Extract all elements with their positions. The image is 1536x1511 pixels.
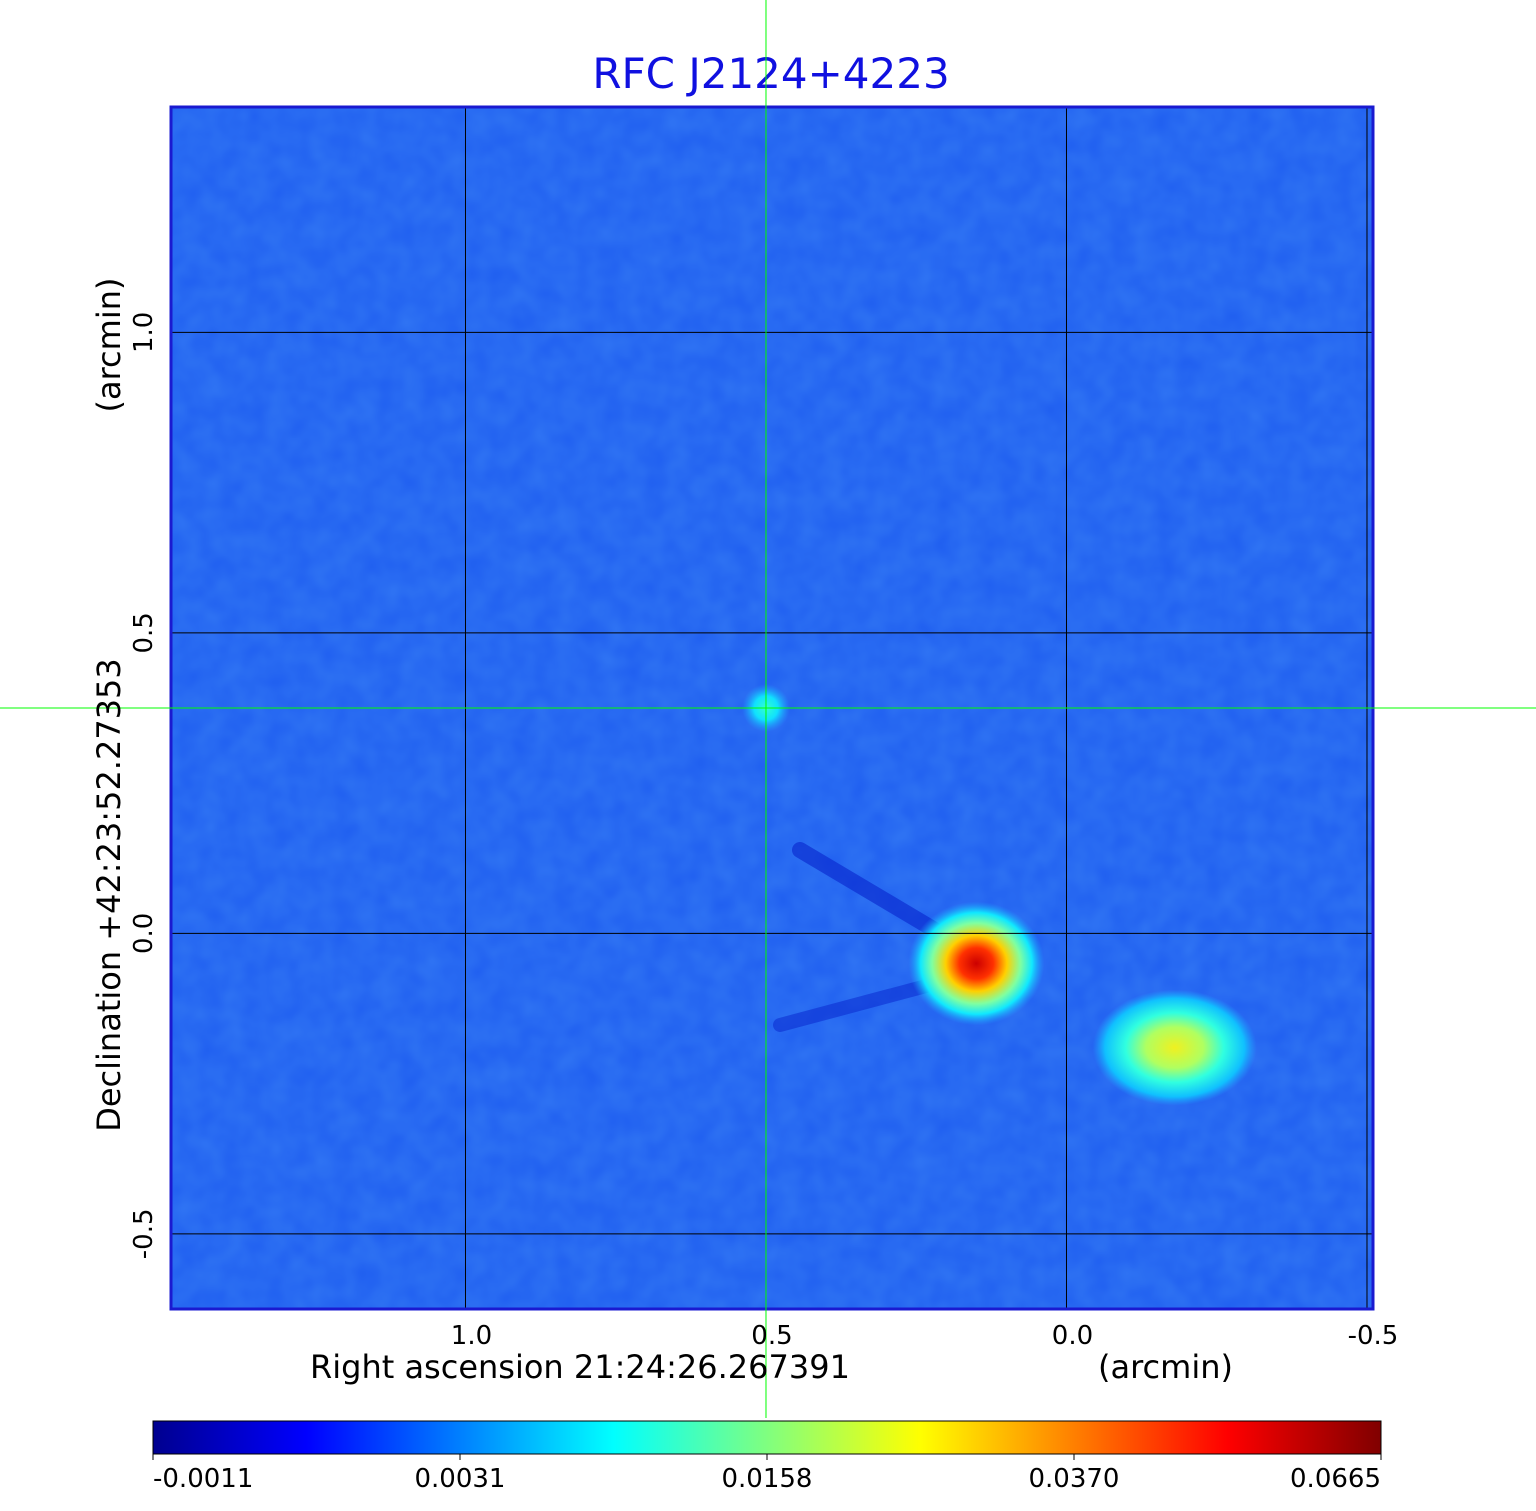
x-tick-label: 0.5 [751,1321,792,1351]
colorbar-tick-label: 0.0370 [1029,1464,1120,1494]
x-tick-label: 1.0 [451,1321,492,1351]
y-tick-label: -0.5 [129,1209,159,1260]
sidelobe-streak [773,978,937,1032]
y-tick-labels: 1.0 0.5 0.0 -0.5 [129,312,159,1260]
y-axis-label: Declination +42:23:52.27353 [90,658,128,1132]
x-tick-labels: 1.0 0.5 0.0 -0.5 [451,1321,1399,1351]
x-axis-label: Right ascension 21:24:26.267391 [310,1348,850,1386]
colorbar-tick-labels: -0.0011 0.0031 0.0158 0.0370 0.0665 [152,1454,1382,1494]
x-tick-label: 0.0 [1052,1321,1093,1351]
radio-source-1 [908,901,1045,1026]
x-tick-label: -0.5 [1348,1321,1399,1351]
x-axis-unit: (arcmin) [1098,1348,1233,1386]
chart-title: RFC J2124+4223 [592,49,949,98]
y-axis-unit: (arcmin) [90,278,128,413]
colorbar-tick-label: -0.0011 [153,1464,253,1494]
y-tick-label: 0.0 [129,913,159,954]
sources-layer [741,684,1257,1106]
colorbar-tick-label: 0.0665 [1290,1464,1381,1494]
colorbar: -0.0011 0.0031 0.0158 0.0370 0.0665 [152,1420,1382,1494]
y-tick-label: 1.0 [129,312,159,353]
crosshair [0,0,1536,1418]
colorbar-gradient [152,1420,1382,1455]
radio-source-2 [1092,989,1257,1106]
y-tick-label: 0.5 [129,612,159,653]
colorbar-tick-label: 0.0158 [722,1464,813,1494]
colorbar-tick-label: 0.0031 [415,1464,506,1494]
